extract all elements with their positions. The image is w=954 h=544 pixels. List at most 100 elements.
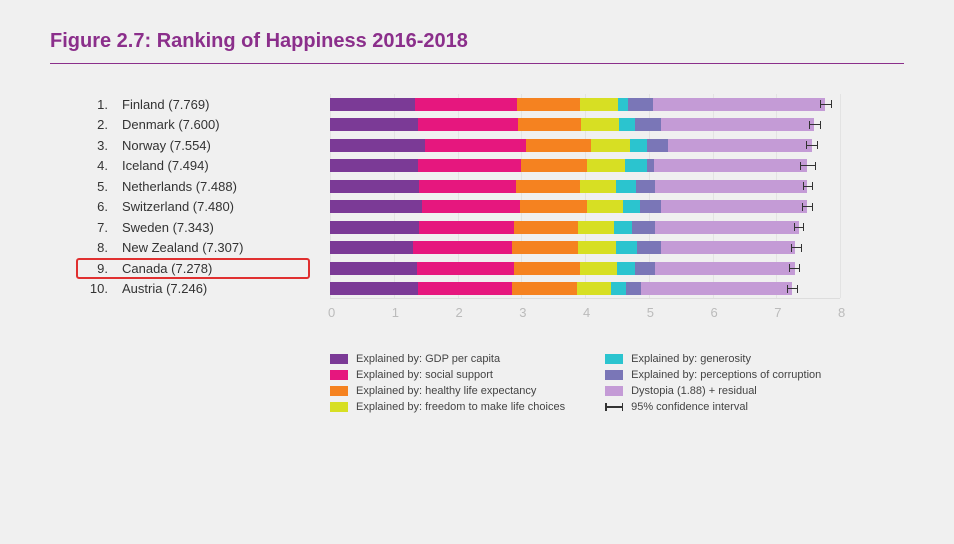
rank-number: 9. [80,261,108,276]
rank-row: 6. Switzerland (7.480) [80,197,310,218]
rank-label: Canada (7.278) [122,261,212,276]
bar-segment [635,118,661,131]
legend-label: 95% confidence interval [631,401,748,413]
bar-segment [616,180,636,193]
rank-number: 5. [80,179,108,194]
rank-label: Norway (7.554) [122,138,211,153]
rank-label: Sweden (7.343) [122,220,214,235]
bar-segment [577,282,611,295]
bar-segment [587,159,625,172]
ci-swatch-icon [605,402,623,412]
legend-label: Explained by: perceptions of corruption [631,369,821,381]
legend-item: Explained by: generosity [605,353,821,365]
bar-segment [330,262,417,275]
rank-number: 6. [80,199,108,214]
legend-item: Explained by: freedom to make life choic… [330,401,565,413]
bar-segment [413,241,512,254]
bar-segment [580,98,618,111]
legend-label: Explained by: freedom to make life choic… [356,401,565,413]
bar-segment [625,159,647,172]
x-tick-label: 2 [456,305,463,320]
chart-area: 012345678 Explained by: GDP per capitaEx… [330,94,904,413]
bar-segment [653,98,826,111]
bar-row [330,282,792,295]
bar-segment [581,118,619,131]
gridline [840,94,841,298]
bar-segment [580,262,617,275]
x-tick-label: 8 [838,305,845,320]
legend-column: Explained by: GDP per capita Explained by… [330,353,565,413]
bar-segment [630,139,647,152]
legend-label: Explained by: healthy life expectancy [356,385,536,397]
bar-segment [591,139,629,152]
bar-segment [655,262,795,275]
bar-segment [641,282,792,295]
color-swatch [330,386,348,396]
bar-segment [647,139,669,152]
bar-segment [647,159,655,172]
bar-segment [330,241,413,254]
bar-row [330,98,825,111]
bar-segment [637,241,661,254]
legend-column: Explained by: generosity Explained by: pe… [605,353,821,413]
rank-label: Switzerland (7.480) [122,199,234,214]
bar-segment [512,282,577,295]
bar-row [330,139,812,152]
bar-segment [512,241,578,254]
bar-segment [330,118,418,131]
bar-segment [618,98,628,111]
rank-list: 1.Finland (7.769)2.Denmark (7.600)3.Norw… [50,94,310,413]
bar-segment [330,139,425,152]
x-axis: 012345678 [330,305,840,329]
bar-segment [422,200,520,213]
bar-segment [661,200,806,213]
bar-segment [417,262,513,275]
x-tick-label: 7 [774,305,781,320]
legend-item: Explained by: GDP per capita [330,353,565,365]
bar-row [330,262,795,275]
legend-item: Explained by: healthy life expectancy [330,385,565,397]
bar-segment [640,200,662,213]
x-tick-label: 5 [647,305,654,320]
bar-segment [418,159,521,172]
color-swatch [330,354,348,364]
bar-segment [330,221,419,234]
x-tick-label: 3 [519,305,526,320]
x-tick-label: 1 [392,305,399,320]
legend-label: Explained by: GDP per capita [356,353,500,365]
bar-segment [514,221,578,234]
bar-segment [628,98,653,111]
bar-row [330,241,795,254]
bar-segment [636,180,655,193]
x-tick-label: 0 [328,305,335,320]
legend-item: Dystopia (1.88) + residual [605,385,821,397]
bar-segment [617,262,635,275]
legend-label: Dystopia (1.88) + residual [631,385,757,397]
bar-segment [616,241,637,254]
bar-segment [418,118,518,131]
chart-plot [330,94,840,299]
rank-label: Denmark (7.600) [122,117,220,132]
bar-segment [425,139,526,152]
bar-segment [526,139,592,152]
content-row: 1.Finland (7.769)2.Denmark (7.600)3.Norw… [50,94,904,413]
rank-row: 9. Canada (7.278) [76,258,310,279]
rank-row: 4.Iceland (7.494) [80,156,310,177]
bar-segment [330,180,419,193]
color-swatch [605,386,623,396]
bar-segment [655,180,807,193]
bar-segment [520,200,587,213]
bar-segment [330,282,418,295]
rank-row: 5.Netherlands (7.488) [80,176,310,197]
rank-row: 7.Sweden (7.343) [80,217,310,238]
bar-segment [619,118,635,131]
bar-segment [587,200,623,213]
bar-segment [632,221,656,234]
color-swatch [330,402,348,412]
bar-segment [623,200,640,213]
bar-row [330,200,807,213]
rank-label: Finland (7.769) [122,97,209,112]
bar-segment [626,282,641,295]
bar-row [330,118,814,131]
bar-segment [614,221,631,234]
